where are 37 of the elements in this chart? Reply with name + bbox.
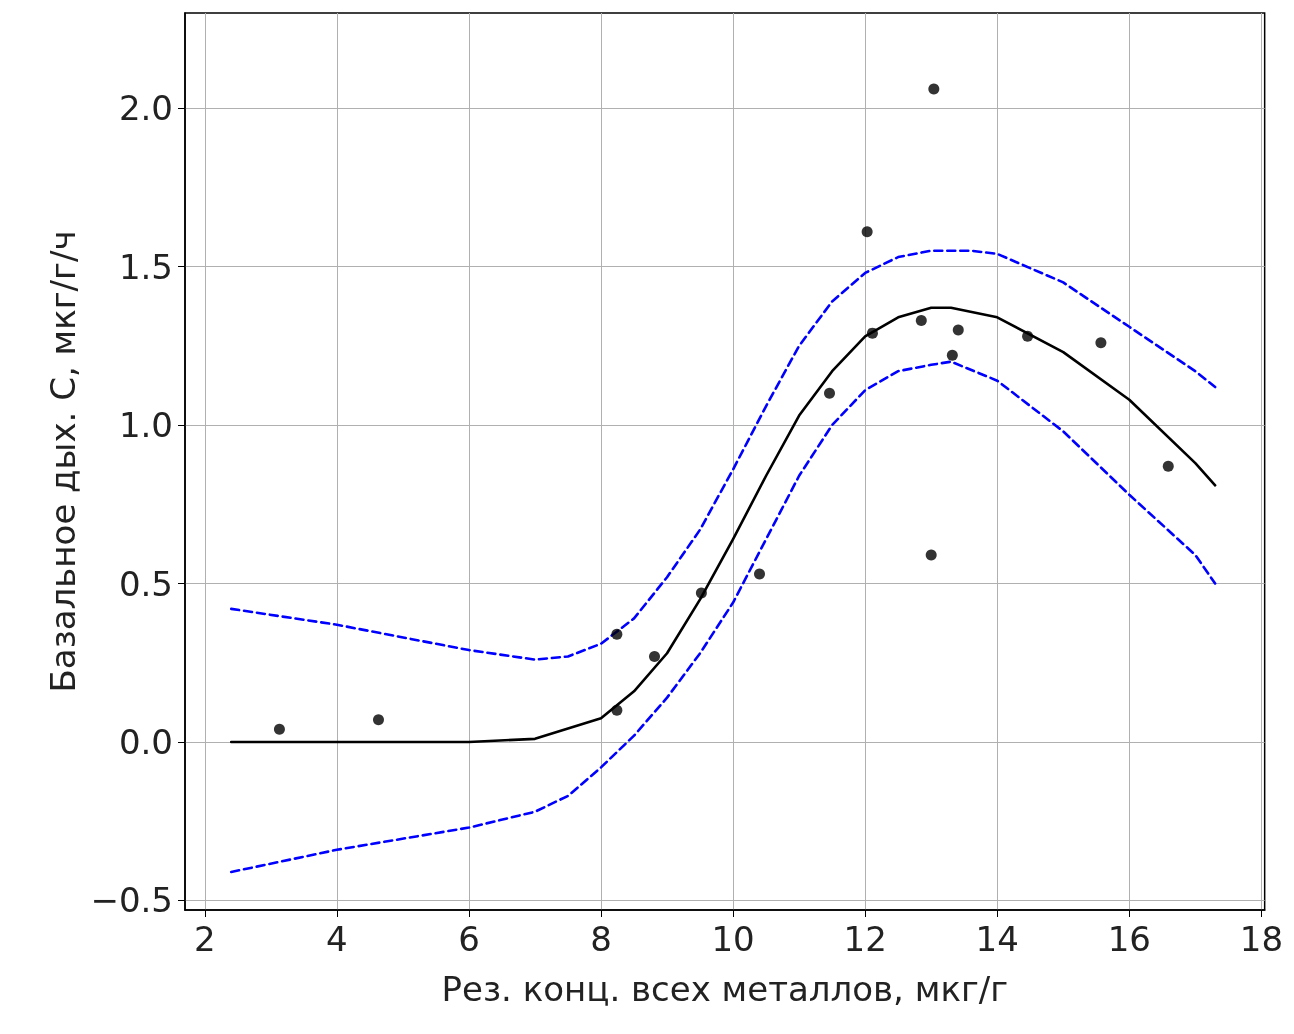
x-tick-label: 14 (975, 919, 1019, 959)
x-axis-title: Рез. конц. всех металлов, мкг/г (441, 969, 1009, 1009)
y-tick-label: 0.5 (118, 563, 173, 604)
point (861, 226, 873, 238)
point (1095, 337, 1107, 349)
point (754, 568, 765, 580)
point (372, 714, 384, 726)
point (915, 314, 927, 326)
line-series (229, 249, 1217, 661)
x-tick-label: 2 (193, 919, 216, 959)
point (946, 349, 958, 361)
point (273, 723, 285, 735)
y-tick-label: 0.0 (118, 722, 173, 763)
x-tick-label: 8 (590, 919, 612, 959)
line-series (229, 306, 1217, 744)
y-tick-label: 2.0 (118, 88, 173, 129)
x-tick-label: 10 (711, 919, 755, 959)
x-tick-label: 12 (843, 919, 887, 959)
y-tick-label: 1.5 (118, 246, 173, 287)
point (1162, 460, 1174, 472)
point (649, 650, 661, 662)
x-tick-label: 4 (326, 919, 348, 959)
point (928, 83, 940, 95)
y-tick-label: 1.0 (118, 405, 173, 446)
y-tick-label: −0.5 (90, 880, 173, 921)
point (611, 704, 623, 716)
point (866, 327, 878, 339)
point (925, 549, 937, 561)
point (824, 387, 835, 399)
x-tick-label: 6 (458, 919, 480, 959)
point (1022, 330, 1034, 342)
x-tick-label: 18 (1239, 919, 1283, 959)
x-tick-label: 16 (1107, 919, 1151, 959)
point (695, 587, 707, 599)
point (952, 324, 964, 336)
point (611, 628, 623, 640)
y-axis-title: Базальное дых. С, мкг/г/ч (42, 230, 83, 693)
